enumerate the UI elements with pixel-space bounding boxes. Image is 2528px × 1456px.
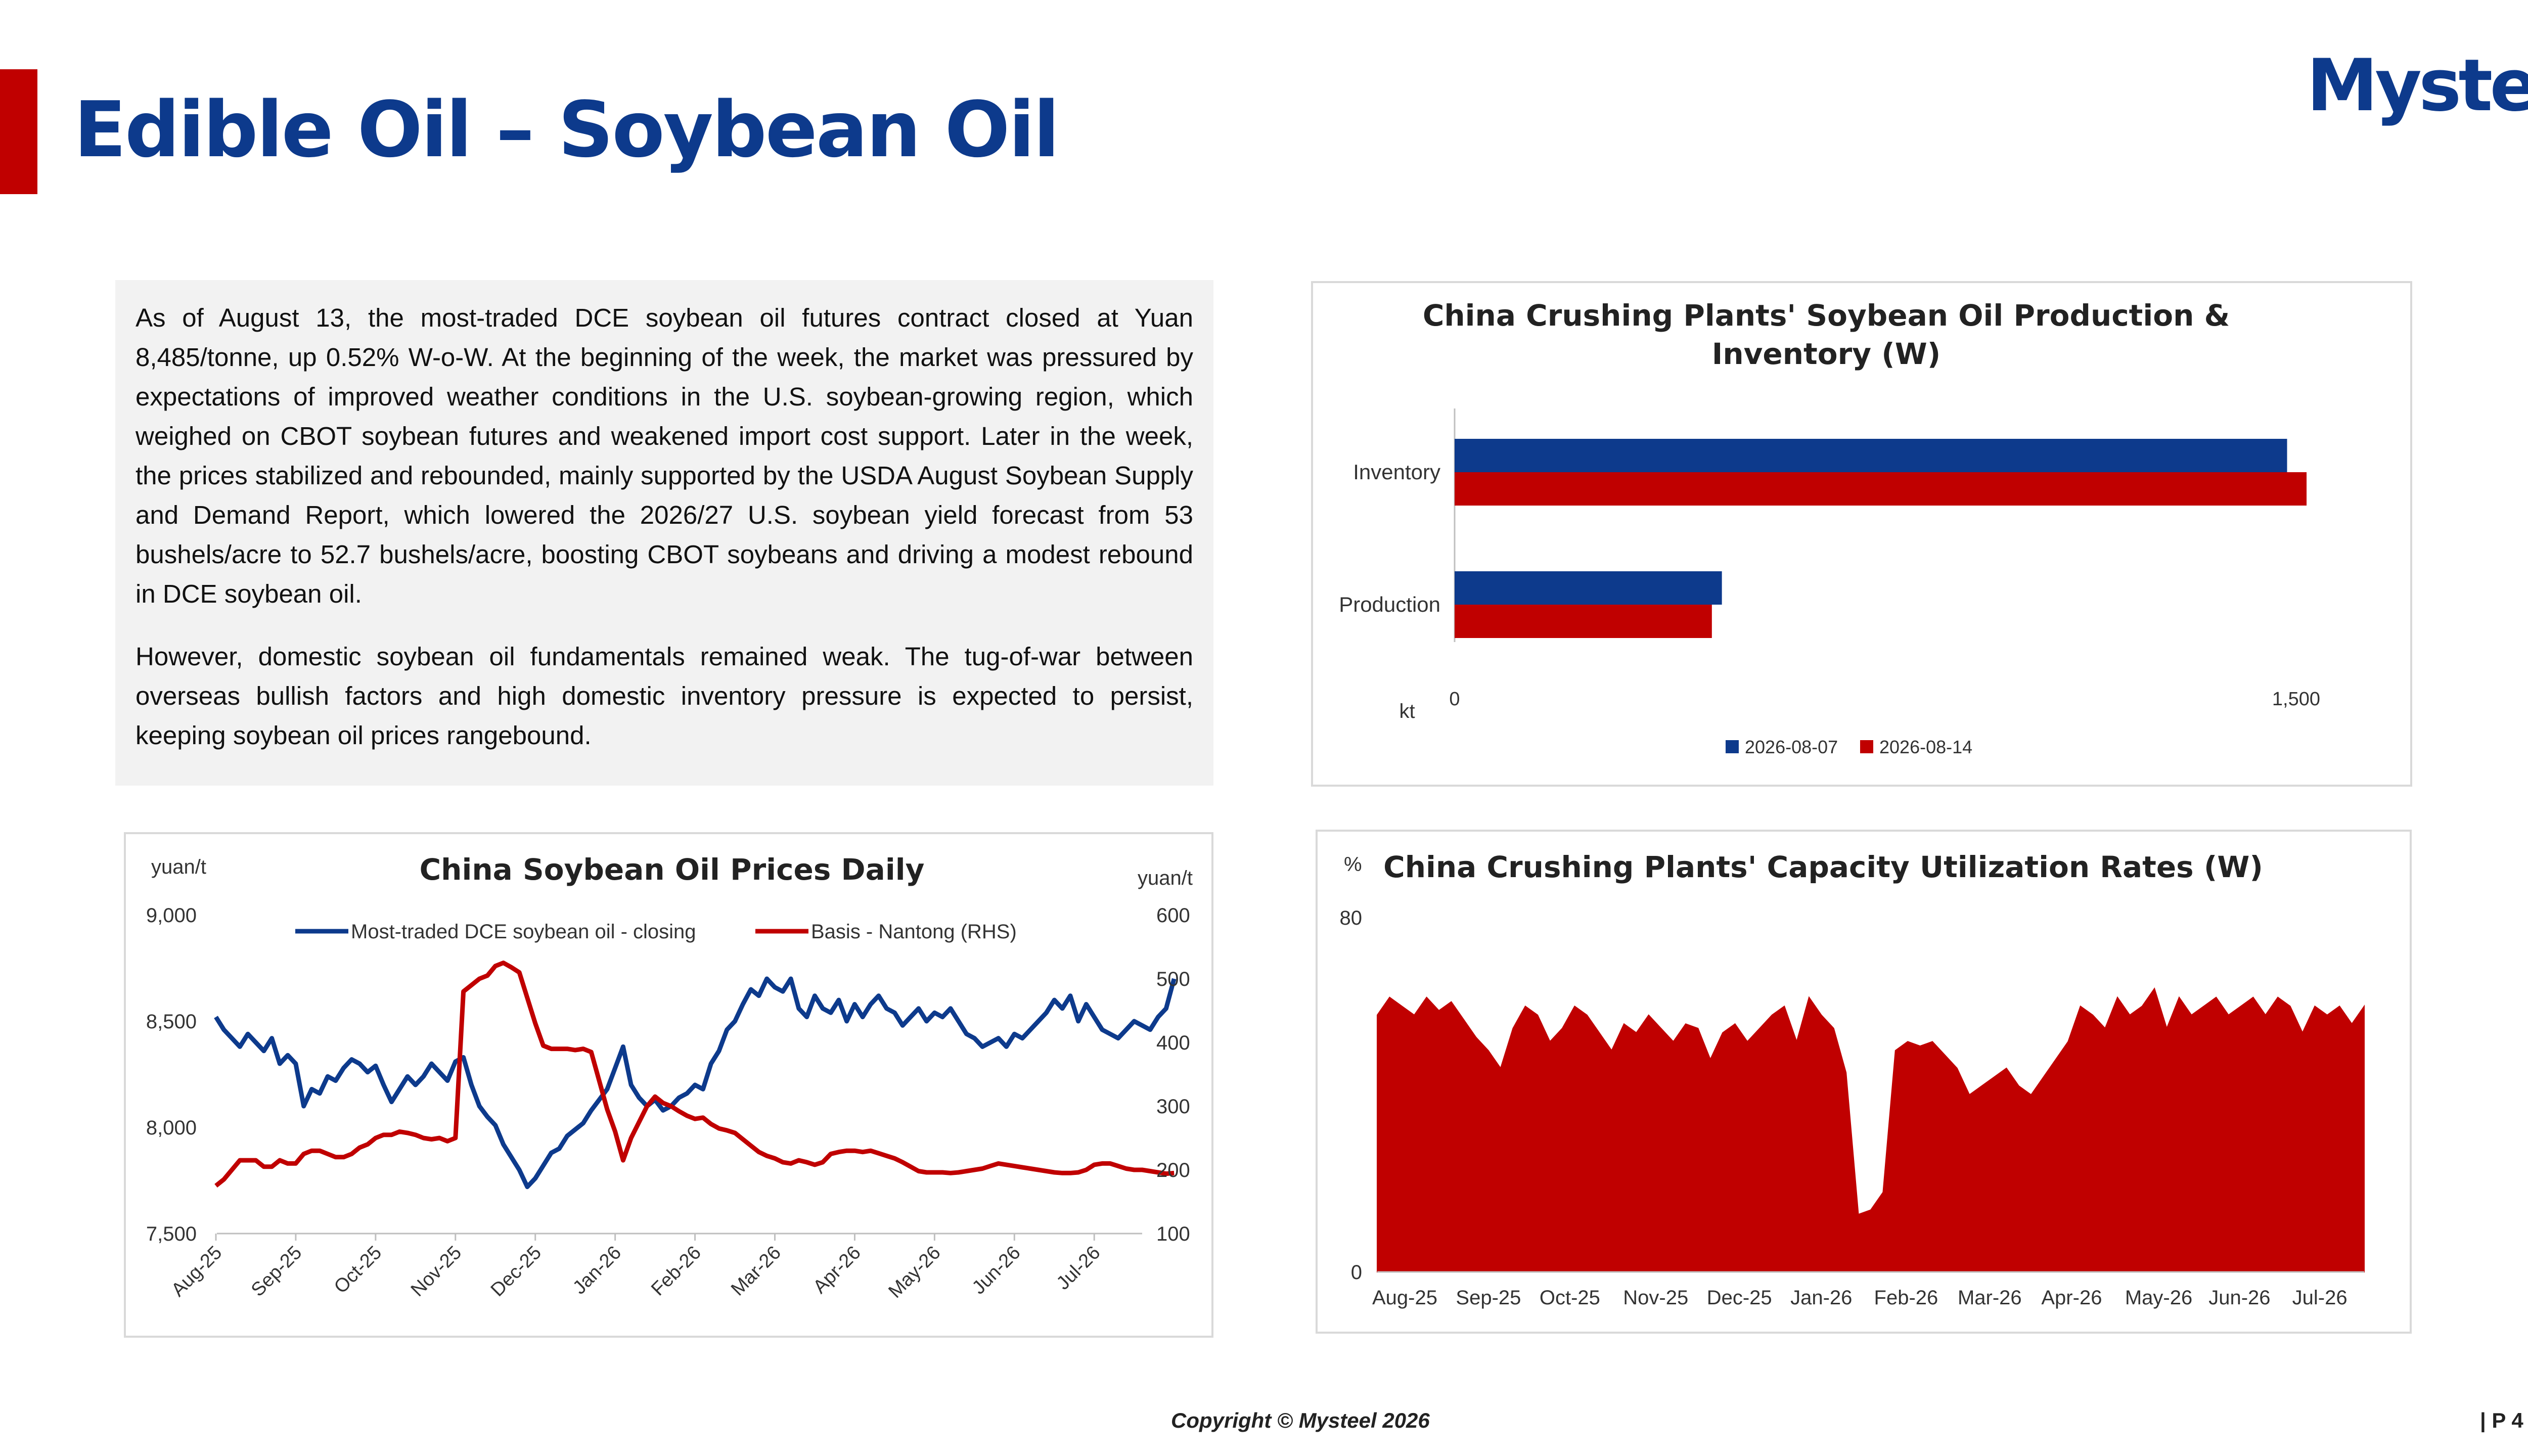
chart3-y-tick-0: 80	[1340, 907, 1363, 929]
chart3-title: China Crushing Plants' Capacity Utilizat…	[1383, 850, 2263, 884]
chart1-legend-swatch-1	[1860, 740, 1873, 753]
chart3-x-tick-7: Mar-26	[1958, 1287, 2022, 1309]
commentary-paragraph-1: As of August 13, the most-traded DCE soy…	[136, 303, 1193, 608]
chart1-unit-label: kt	[1399, 700, 1415, 722]
chart3-x-tick-6: Feb-26	[1874, 1287, 1938, 1309]
chart1-title-line1: China Crushing Plants' Soybean Oil Produ…	[1423, 298, 2230, 333]
chart3-x-tick-2: Oct-25	[1540, 1287, 1600, 1309]
chart2-left-unit: yuan/t	[151, 856, 206, 878]
footer-copyright: Copyright © Mysteel 2026	[1171, 1408, 1430, 1432]
chart1-title-line2: Inventory (W)	[1712, 337, 1940, 371]
chart3-x-tick-10: Jun-26	[2208, 1287, 2270, 1309]
chart2-right-tick-1: 500	[1156, 968, 1190, 990]
chart3-x-tick-9: May-26	[2125, 1287, 2192, 1309]
chart1-x-tick-1: 1,500	[2272, 689, 2320, 710]
production-inventory-chart: China Crushing Plants' Soybean Oil Produ…	[1339, 298, 2320, 757]
chart2-right-tick-0: 600	[1156, 904, 1190, 927]
chart2-x-tick-6: Feb-26	[647, 1242, 705, 1300]
footer-page-number: | P 4	[2480, 1408, 2523, 1432]
chart2-left-tick-3: 7,500	[146, 1223, 197, 1245]
chart2-x-tick-9: May-26	[884, 1242, 944, 1302]
chart2-x-tick-4: Dec-25	[487, 1242, 546, 1301]
chart1-bar-inventory-2026-08-14	[1455, 472, 2307, 506]
chart2-x-tick-7: Mar-26	[727, 1242, 785, 1300]
chart1-x-tick-0: 0	[1449, 689, 1460, 710]
chart2-x-tick-3: Nov-25	[407, 1242, 466, 1301]
prices-daily-chart: China Soybean Oil Prices Daily yuan/t yu…	[146, 852, 1193, 1302]
chart2-x-tick-1: Sep-25	[247, 1242, 306, 1301]
chart1-legend-label-0: 2026-08-07	[1745, 737, 1838, 757]
chart1-category-production: Production	[1339, 593, 1440, 616]
chart2-x-tick-11: Jul-26	[1053, 1242, 1105, 1294]
commentary-paragraph-2: However, domestic soybean oil fundamenta…	[136, 642, 1193, 750]
chart2-x-tick-5: Jan-26	[569, 1242, 625, 1299]
chart3-area-series	[1377, 987, 2365, 1272]
chart1-bar-production-2026-08-14	[1455, 605, 1712, 638]
chart1-legend-swatch-0	[1726, 740, 1739, 753]
chart3-unit: %	[1344, 853, 1362, 876]
capacity-utilization-chart-panel: China Crushing Plants' Capacity Utilizat…	[1316, 830, 2412, 1334]
chart1-legend-label-1: 2026-08-14	[1879, 737, 1972, 757]
chart2-series-line-1	[214, 961, 1175, 1188]
production-inventory-chart-panel: China Crushing Plants' Soybean Oil Produ…	[1311, 281, 2412, 787]
chart1-bar-production-2026-08-07	[1455, 571, 1722, 605]
mysteel-logo: Mysteel	[2306, 44, 2528, 131]
chart2-x-tick-2: Oct-25	[330, 1242, 386, 1298]
chart3-x-tick-1: Sep-25	[1456, 1287, 1521, 1309]
chart3-x-tick-0: Aug-25	[1372, 1287, 1437, 1309]
logo-wordmark: Mysteel	[2307, 46, 2528, 127]
chart3-x-tick-5: Jan-26	[1790, 1287, 1852, 1309]
chart3-y-tick-1: 0	[1351, 1261, 1362, 1284]
chart2-x-tick-8: Apr-26	[809, 1242, 865, 1298]
chart2-legend-label-1: Basis - Nantong (RHS)	[811, 921, 1017, 943]
prices-daily-chart-panel: China Soybean Oil Prices Daily yuan/t yu…	[124, 832, 1213, 1338]
chart2-left-tick-2: 8,000	[146, 1117, 197, 1139]
chart2-right-unit: yuan/t	[1138, 867, 1193, 889]
chart2-right-tick-5: 100	[1156, 1223, 1190, 1245]
chart2-right-tick-2: 400	[1156, 1032, 1190, 1054]
capacity-utilization-chart: China Crushing Plants' Capacity Utilizat…	[1340, 850, 2365, 1309]
chart2-series-line-0	[214, 976, 1177, 1190]
chart2-left-tick-1: 8,500	[146, 1011, 197, 1033]
chart3-x-tick-4: Dec-25	[1707, 1287, 1772, 1309]
chart2-left-tick-0: 9,000	[146, 904, 197, 927]
chart2-title: China Soybean Oil Prices Daily	[420, 852, 925, 887]
chart3-x-tick-3: Nov-25	[1623, 1287, 1688, 1309]
commentary-box: As of August 13, the most-traded DCE soy…	[115, 280, 1213, 786]
title-accent-bar	[0, 69, 37, 194]
chart2-legend-label-0: Most-traded DCE soybean oil - closing	[351, 921, 696, 943]
chart1-bar-inventory-2026-08-07	[1455, 439, 2287, 472]
chart2-x-tick-10: Jun-26	[968, 1242, 1025, 1299]
page-title: Edible Oil – Soybean Oil	[74, 85, 1060, 174]
chart1-category-inventory: Inventory	[1353, 460, 1440, 484]
chart2-right-tick-3: 300	[1156, 1096, 1190, 1118]
chart3-x-tick-8: Apr-26	[2041, 1287, 2102, 1309]
chart2-right-tick-4: 200	[1156, 1159, 1190, 1181]
chart3-x-tick-11: Jul-26	[2292, 1287, 2348, 1309]
chart2-x-tick-0: Aug-25	[167, 1242, 226, 1301]
